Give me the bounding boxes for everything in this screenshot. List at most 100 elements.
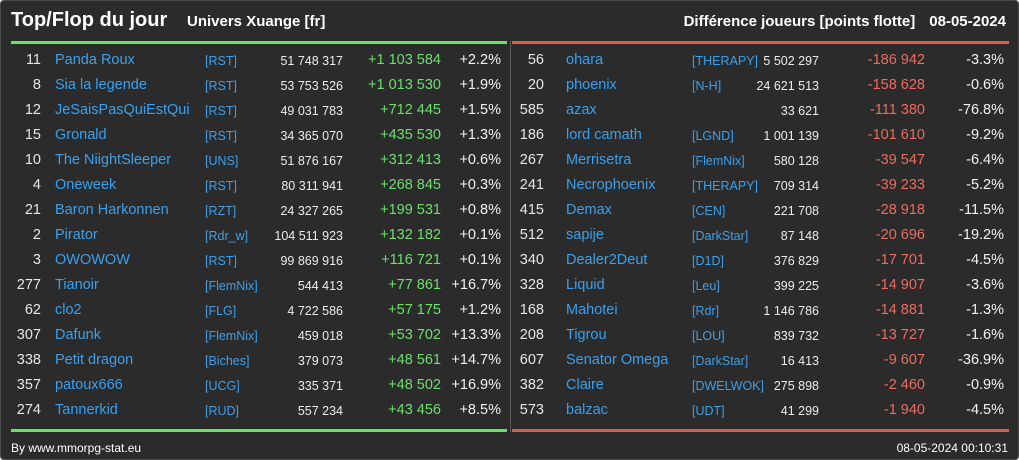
player-name-link[interactable]: Dealer2Deut	[566, 252, 648, 268]
table-row: 12 JeSaisPasQuiEstQui [RST] 49 031 783 +712 …	[11, 98, 507, 123]
points-difference: +116 721	[381, 252, 441, 268]
player-name-link[interactable]: Tannerkid	[55, 402, 118, 418]
player-name-link[interactable]: Sia la legende	[55, 77, 147, 93]
alliance-tag-link[interactable]: [Leu]	[692, 279, 720, 293]
alliance-tag-link[interactable]: [FlemNix]	[205, 329, 258, 343]
player-rank: 241	[519, 177, 544, 193]
player-name-link[interactable]: Gronald	[55, 127, 107, 143]
percent-change: +1.5%	[459, 102, 501, 118]
alliance-tag-link[interactable]: [DarkStar]	[692, 354, 749, 368]
alliance-tag-link[interactable]: [DarkStar]	[692, 229, 749, 243]
player-name-link[interactable]: JeSaisPasQuiEstQui	[55, 102, 190, 118]
alliance-tag-link[interactable]: [Rdr]	[692, 304, 720, 318]
player-rank: 338	[16, 352, 41, 368]
player-name-link[interactable]: clo2	[55, 302, 82, 318]
table-row: 8 Sia la legende [RST] 53 753 526 +1 013 530…	[11, 73, 507, 98]
player-name-link[interactable]: OWOWOW	[55, 252, 130, 268]
player-name-link[interactable]: phoenix	[566, 77, 617, 93]
table-row: 11 Panda Roux [RST] 51 748 317 +1 103 584 +2.…	[11, 48, 507, 73]
player-name-link[interactable]: Senator Omega	[566, 352, 669, 368]
player-name-link[interactable]: Demax	[566, 202, 612, 218]
player-name-link[interactable]: Liquid	[566, 277, 605, 293]
player-name-link[interactable]: lord camath	[566, 127, 642, 143]
player-name-link[interactable]: Petit dragon	[55, 352, 134, 368]
table-row: 573 balzac [UDT] 41 299 -1 940 -4.5%	[512, 398, 1009, 423]
alliance-tag-link[interactable]: [FlemNix]	[692, 154, 745, 168]
points-difference: +53 702	[388, 327, 441, 343]
points-difference: -2 460	[883, 377, 925, 393]
table-row: 585 azax 33 621 -111 380 -76.8%	[512, 98, 1009, 123]
points-difference: +1 103 584	[368, 52, 441, 68]
alliance-tag-link[interactable]: [N-H]	[692, 79, 722, 93]
alliance-tag-link[interactable]: [RZT]	[205, 204, 237, 218]
fleet-points: 34 365 070	[280, 129, 343, 143]
alliance-tag-link[interactable]: [RST]	[205, 129, 237, 143]
player-name-link[interactable]: Tianoir	[55, 277, 99, 293]
alliance-tag-link[interactable]: [RST]	[205, 54, 237, 68]
points-difference: -28 918	[875, 202, 925, 218]
player-name-link[interactable]: Merrisetra	[566, 152, 632, 168]
generated-timestamp: 08-05-2024 00:10:31	[896, 441, 1008, 455]
points-difference: +48 561	[388, 352, 441, 368]
universe-label: Univers Xuange [fr]	[187, 13, 326, 30]
fleet-points: 80 311 941	[281, 179, 343, 193]
fleet-points: 335 371	[297, 379, 343, 393]
table-row: 62 clo2 [FLG] 4 722 586 +57 175 +1.2%	[11, 298, 507, 323]
table-row: 274 Tannerkid [RUD] 557 234 +43 456 +8.5%	[11, 398, 507, 423]
alliance-tag-link[interactable]: [UCG]	[205, 379, 240, 393]
alliance-tag-link[interactable]: [Biches]	[205, 354, 250, 368]
table-row: 357 patoux666 [UCG] 335 371 +48 502 +16.9%	[11, 373, 507, 398]
player-name-link[interactable]: Mahotei	[566, 302, 618, 318]
player-rank: 573	[519, 402, 544, 418]
site-credit-link[interactable]: By www.mmorpg-stat.eu	[11, 441, 142, 455]
alliance-tag-link[interactable]: [LOU]	[692, 329, 725, 343]
alliance-tag-link[interactable]: [THERAPY]	[692, 179, 758, 193]
player-name-link[interactable]: azax	[566, 102, 597, 118]
player-name-link[interactable]: Dafunk	[55, 327, 101, 343]
alliance-tag-link[interactable]: [RST]	[205, 79, 237, 93]
percent-change: +0.1%	[459, 252, 501, 268]
points-difference: -1 940	[883, 402, 925, 418]
player-rank: 186	[519, 127, 544, 143]
table-row: 382 Claire [DWELWOK] 275 898 -2 460 -0.9%	[512, 373, 1009, 398]
alliance-tag-link[interactable]: [THERAPY]	[692, 54, 758, 68]
fleet-points: 49 031 783	[280, 104, 343, 118]
points-difference: +43 456	[388, 402, 441, 418]
alliance-tag-link[interactable]: [FlemNix]	[205, 279, 258, 293]
player-name-link[interactable]: Necrophoenix	[566, 177, 656, 193]
alliance-tag-link[interactable]: [LGND]	[692, 129, 734, 143]
player-name-link[interactable]: Claire	[566, 377, 604, 393]
percent-change: +1.2%	[459, 302, 501, 318]
player-name-link[interactable]: balzac	[566, 402, 608, 418]
alliance-tag-link[interactable]: [RST]	[205, 104, 237, 118]
fleet-points: 5 502 297	[763, 54, 819, 68]
alliance-tag-link[interactable]: [RST]	[205, 179, 237, 193]
player-name-link[interactable]: The NiightSleeper	[55, 152, 172, 168]
alliance-tag-link[interactable]: [D1D]	[692, 254, 724, 268]
player-name-link[interactable]: Tigrou	[566, 327, 607, 343]
alliance-tag-link[interactable]: [Rdr_w]	[205, 229, 249, 243]
alliance-tag-link[interactable]: [DWELWOK]	[692, 379, 764, 393]
alliance-tag-link[interactable]: [UNS]	[205, 154, 239, 168]
player-name-link[interactable]: sapije	[566, 227, 604, 243]
alliance-tag-link[interactable]: [RUD]	[205, 404, 240, 418]
fleet-points: 544 413	[297, 279, 343, 293]
alliance-tag-link[interactable]: [FLG]	[205, 304, 237, 318]
fleet-points: 51 876 167	[280, 154, 343, 168]
alliance-tag-link[interactable]: [CEN]	[692, 204, 726, 218]
fleet-points: 459 018	[297, 329, 343, 343]
player-name-link[interactable]: ohara	[566, 52, 604, 68]
header-date: 08-05-2024	[929, 13, 1006, 30]
percent-change: -4.5%	[966, 252, 1004, 268]
player-name-link[interactable]: Baron Harkonnen	[55, 202, 169, 218]
player-rank: 2	[32, 227, 41, 243]
player-name-link[interactable]: patoux666	[55, 377, 123, 393]
player-name-link[interactable]: Pirator	[55, 227, 98, 243]
player-name-link[interactable]: Panda Roux	[55, 52, 135, 68]
player-name-link[interactable]: Oneweek	[55, 177, 117, 193]
player-rank: 15	[24, 127, 41, 143]
table-row: 277 Tianoir [FlemNix] 544 413 +77 861 +16.7%	[11, 273, 507, 298]
player-rank: 415	[519, 202, 544, 218]
alliance-tag-link[interactable]: [UDT]	[692, 404, 725, 418]
alliance-tag-link[interactable]: [RST]	[205, 254, 237, 268]
